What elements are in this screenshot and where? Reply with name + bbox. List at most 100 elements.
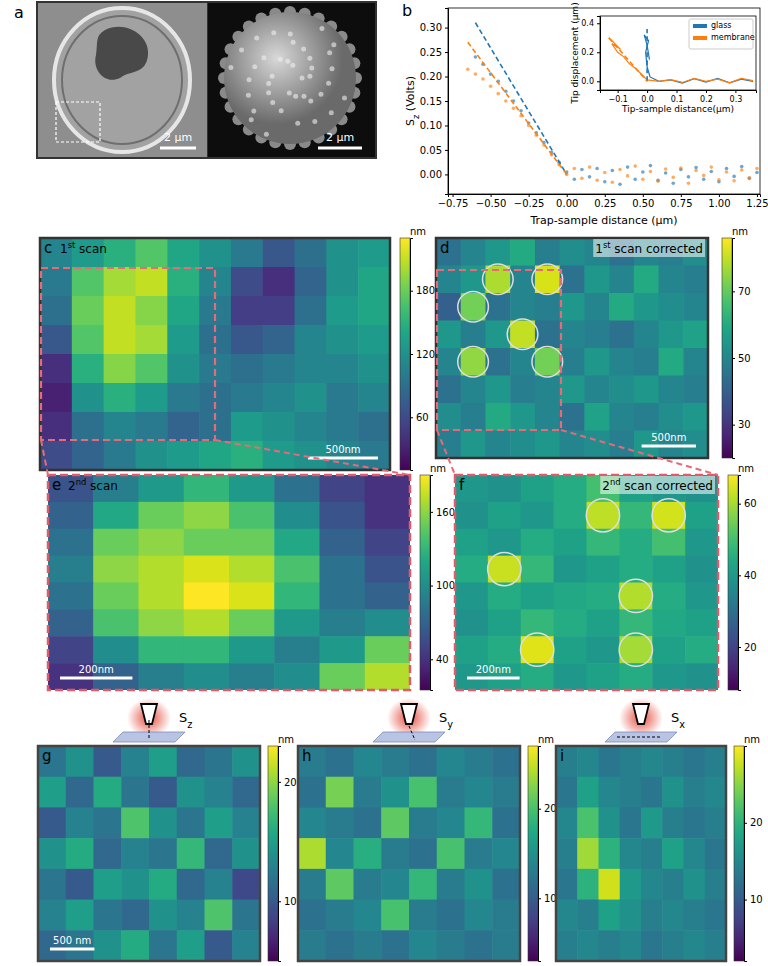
feature-circle: [488, 552, 521, 585]
cell: [560, 403, 585, 431]
cell: [437, 838, 465, 869]
cell: [705, 900, 726, 931]
tick-mark: [647, 90, 648, 93]
cell: [229, 475, 275, 502]
point: [748, 177, 752, 181]
panel-letter: g: [42, 747, 52, 765]
text-part: z: [187, 719, 192, 730]
knob: [239, 47, 244, 52]
cell: [231, 296, 263, 326]
tick-label: 160: [436, 507, 455, 518]
tick-label: 0.0: [581, 77, 594, 86]
cell: [354, 838, 382, 869]
cell: [358, 238, 390, 268]
cell: [205, 838, 233, 869]
tick: 1.25: [746, 194, 768, 209]
cell: [295, 383, 327, 413]
cell: [485, 431, 510, 459]
cell: [135, 325, 167, 355]
cell: [40, 267, 72, 297]
cell: [587, 502, 620, 529]
cell: [231, 354, 263, 384]
knob: [327, 50, 332, 55]
point: [595, 167, 599, 171]
point: [671, 181, 675, 185]
tick-mark: [597, 81, 600, 82]
cell: [436, 403, 461, 431]
cell: [455, 529, 488, 556]
tick-label: 0.00: [420, 169, 442, 180]
panel-frame: [36, 1, 377, 159]
tick-label: 30: [738, 419, 751, 430]
cell: [560, 348, 585, 376]
knob: [252, 64, 257, 69]
cell: [121, 746, 149, 777]
tick: −0.1: [608, 90, 627, 104]
knob: [270, 100, 275, 105]
cell: [437, 807, 465, 838]
cell: [358, 354, 390, 384]
cell: [609, 403, 634, 431]
cell: [229, 583, 275, 610]
probe-icon: [373, 698, 445, 742]
figure: 2 µm2 µma60120180nm500nmc1st scan305070n…: [0, 0, 768, 966]
tick-mark: [278, 782, 281, 783]
zoom-line: [437, 430, 455, 475]
sem-image: [208, 3, 375, 157]
point: [603, 180, 607, 184]
cell: [620, 807, 642, 838]
tick-label: 50: [738, 353, 751, 364]
direction: [409, 726, 415, 740]
cell: [455, 475, 488, 502]
cell: [205, 746, 233, 777]
cell: [295, 267, 327, 297]
cell: [584, 293, 609, 321]
cell: [461, 293, 486, 321]
feature-circle: [652, 499, 685, 532]
cell: [358, 325, 390, 355]
zoom-connector: [41, 268, 410, 475]
cell: [149, 777, 177, 808]
cell: [298, 838, 326, 869]
scale-bar-label: 200nm: [79, 664, 114, 675]
cell: [634, 348, 659, 376]
point: [573, 178, 577, 182]
cell: [66, 869, 94, 900]
point: [664, 167, 668, 171]
tick-label: −0.25: [514, 198, 545, 209]
text-part: 1: [595, 242, 603, 256]
cell: [662, 746, 684, 777]
text-part: 1: [60, 242, 68, 256]
cell: [121, 930, 149, 961]
cell: [492, 838, 520, 869]
cell: [94, 838, 122, 869]
cell: [634, 293, 659, 321]
knob: [246, 93, 251, 98]
cell: [455, 609, 488, 636]
cell: [409, 807, 437, 838]
colorbar: [734, 746, 744, 961]
cell: [66, 838, 94, 869]
tick: 0.3: [730, 90, 743, 104]
cell: [104, 267, 136, 297]
cell: [587, 663, 620, 690]
cell: [683, 293, 708, 321]
colorbar-title: nm: [744, 734, 760, 745]
cell: [298, 807, 326, 838]
tick-mark: [597, 52, 600, 53]
tick: 160: [430, 507, 455, 518]
knob: [312, 119, 317, 124]
panel-frame: [298, 746, 520, 961]
axis: 1020: [538, 747, 557, 962]
feature-circle: [619, 579, 652, 612]
heatmap-panel: 1020nmiSx: [556, 698, 763, 962]
point: [709, 165, 713, 169]
cell: [609, 293, 634, 321]
cell: [492, 900, 520, 931]
point: [725, 167, 729, 171]
point: [656, 178, 660, 182]
cell: [94, 869, 122, 900]
cell: [381, 746, 409, 777]
cell: [455, 556, 488, 583]
cell: [620, 838, 642, 869]
